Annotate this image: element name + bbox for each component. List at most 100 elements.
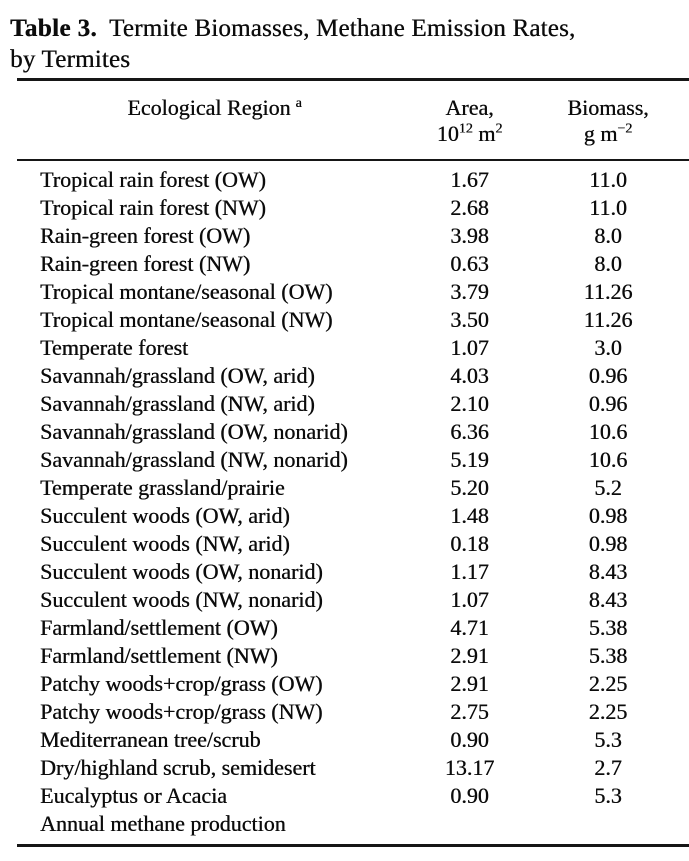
caption-line-2: by Termites	[10, 46, 131, 73]
area-cell: 1.48	[450, 503, 489, 528]
table-row: Patchy woods+crop/grass (NW) 2.75 2.25	[17, 698, 689, 726]
table-row: Temperate forest 1.07 3.0	[17, 334, 689, 362]
area-cell: 4.03	[450, 363, 489, 388]
region-cell: Savannah/grassland (OW, arid)	[40, 363, 315, 388]
table-body: Tropical rain forest (OW) 1.67 11.0 Tropica…	[17, 160, 689, 846]
area-cell: 0.63	[450, 251, 489, 276]
biomass-cell: 5.38	[588, 615, 628, 640]
table-number: Table 3.	[10, 15, 98, 42]
area-cell: 1.07	[450, 587, 489, 612]
region-cell: Mediterranean tree/scrub	[40, 727, 261, 752]
biomass-cell: 5.3	[594, 727, 622, 752]
biomass-cell	[527, 810, 689, 846]
header-ecological-region: Ecological Region a	[17, 80, 412, 161]
region-cell: Patchy woods+crop/grass (NW)	[40, 699, 323, 724]
region-cell: Temperate forest	[40, 335, 189, 360]
region-cell: Savannah/grassland (NW, arid)	[40, 391, 315, 416]
caption-text: Termite Biomasses, Methane Emission Rate…	[109, 15, 576, 42]
biomass-cell: 5.2	[594, 475, 622, 500]
table-row: Succulent woods (NW, arid) 0.18 0.98	[17, 530, 689, 558]
caption-line-1: Table 3. Termite Biomasses, Methane Emiss…	[10, 15, 575, 42]
area-cell: 1.67	[450, 167, 489, 192]
region-cell: Rain-green forest (NW)	[40, 251, 251, 276]
area-cell: 3.50	[450, 307, 489, 332]
region-cell: Temperate grassland/prairie	[40, 475, 285, 500]
header-biomass-units: g m−2	[583, 121, 633, 146]
header-area-label: Area,	[445, 95, 494, 120]
area-cell: 1.07	[450, 335, 489, 360]
area-cell	[412, 810, 527, 846]
region-cell: Dry/highland scrub, semidesert	[40, 755, 316, 780]
region-cell: Eucalyptus or Acacia	[40, 783, 227, 808]
area-cell: 0.90	[450, 727, 489, 752]
biomass-cell: 11.0	[589, 167, 627, 192]
table-caption: Table 3. Termite Biomasses, Methane Emiss…	[10, 13, 681, 75]
biomass-cell: 3.0	[594, 335, 622, 360]
region-cell: Tropical rain forest (OW)	[40, 167, 266, 192]
region-cell: Rain-green forest (OW)	[40, 223, 251, 248]
region-cell: Succulent woods (OW, arid)	[40, 503, 290, 528]
region-cell: Succulent woods (NW, arid)	[40, 531, 290, 556]
table-row: Savannah/grassland (OW, arid) 4.03 0.96	[17, 362, 689, 390]
region-cell: Patchy woods+crop/grass (OW)	[40, 671, 323, 696]
area-cell: 4.71	[450, 615, 489, 640]
biomass-cell: 2.25	[588, 671, 628, 696]
header-area: Area, 1012 m2	[412, 80, 527, 161]
biomass-cell: 5.38	[588, 643, 628, 668]
table-row: Succulent woods (OW, arid) 1.48 0.98	[17, 502, 689, 530]
biomass-cell: 2.25	[588, 699, 628, 724]
biomass-cell: 10.6	[588, 419, 628, 444]
region-cell: Annual methane production	[40, 811, 286, 836]
area-cell: 13.17	[444, 755, 495, 780]
biomass-cell: 8.43	[588, 587, 628, 612]
table-row: Dry/highland scrub, semidesert 13.17 2.7	[17, 754, 689, 782]
table-row: Tropical montane/seasonal (OW) 3.79 11.26	[17, 278, 689, 306]
region-cell: Savannah/grassland (NW, nonarid)	[40, 447, 348, 472]
biomass-cell: 0.98	[588, 531, 628, 556]
region-cell: Farmland/settlement (OW)	[40, 615, 278, 640]
region-cell: Savannah/grassland (OW, nonarid)	[40, 419, 348, 444]
table-row: Savannah/grassland (NW, arid) 2.10 0.96	[17, 390, 689, 418]
table-row: Temperate grassland/prairie 5.20 5.2	[17, 474, 689, 502]
table-row: Tropical rain forest (OW) 1.67 11.0	[17, 160, 689, 194]
biomass-cell: 5.3	[594, 783, 622, 808]
table-row: Tropical montane/seasonal (NW) 3.50 11.26	[17, 306, 689, 334]
table-row: Farmland/settlement (NW) 2.91 5.38	[17, 642, 689, 670]
header-area-units: 1012 m2	[436, 121, 503, 146]
region-cell: Succulent woods (OW, nonarid)	[40, 559, 323, 584]
area-cell: 2.91	[450, 671, 489, 696]
biomass-cell: 10.6	[588, 447, 628, 472]
biomass-cell: 2.7	[594, 755, 622, 780]
biomass-cell: 0.96	[588, 391, 628, 416]
area-cell: 5.20	[450, 475, 489, 500]
area-cell: 3.79	[450, 279, 489, 304]
area-cell: 2.10	[450, 391, 489, 416]
table-row: Succulent woods (OW, nonarid) 1.17 8.43	[17, 558, 689, 586]
header-biomass: Biomass, g m−2	[527, 80, 689, 161]
header-region-label: Ecological Region	[127, 95, 291, 120]
area-cell: 1.17	[450, 559, 489, 584]
biomass-cell: 8.0	[594, 251, 622, 276]
area-cell: 2.91	[450, 643, 489, 668]
region-cell: Farmland/settlement (NW)	[40, 643, 278, 668]
table-row: Mediterranean tree/scrub 0.90 5.3	[17, 726, 689, 754]
biomass-cell: 8.43	[588, 559, 628, 584]
table-row: Succulent woods (NW, nonarid) 1.07 8.43	[17, 586, 689, 614]
biomass-cell: 0.98	[588, 503, 628, 528]
table-header: Ecological Region a Area, 1012 m2 Biomass…	[17, 80, 689, 161]
table-row: Savannah/grassland (OW, nonarid) 6.36 10.6	[17, 418, 689, 446]
table-row: Rain-green forest (OW) 3.98 8.0	[17, 222, 689, 250]
area-cell: 3.98	[450, 223, 489, 248]
region-cell: Succulent woods (NW, nonarid)	[40, 587, 323, 612]
table-row: Rain-green forest (NW) 0.63 8.0	[17, 250, 689, 278]
area-cell: 6.36	[450, 419, 489, 444]
biomass-cell: 11.26	[583, 279, 633, 304]
biomass-cell: 8.0	[594, 223, 622, 248]
area-cell: 5.19	[450, 447, 489, 472]
area-cell: 0.90	[450, 783, 489, 808]
footnote-marker-a: a	[295, 95, 302, 111]
region-cell: Tropical montane/seasonal (OW)	[40, 279, 333, 304]
table-row: Annual methane production	[17, 810, 689, 846]
area-cell: 0.18	[450, 531, 489, 556]
